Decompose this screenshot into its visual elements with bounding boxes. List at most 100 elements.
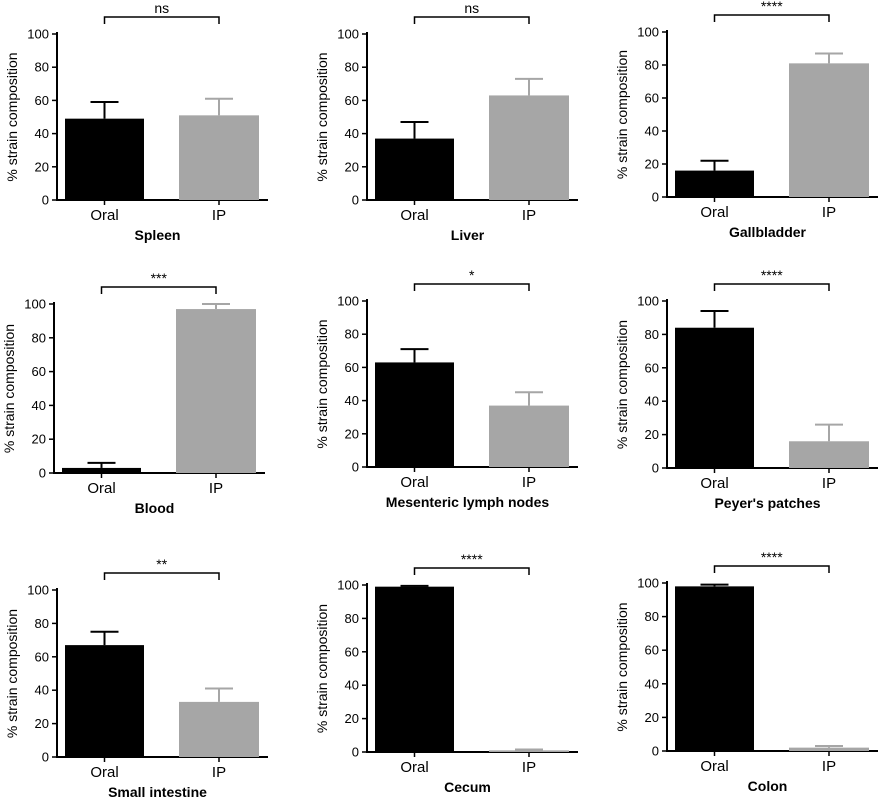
chart-panel: 0 20 40 60 80 100 % strain composition Oral IP Co… — [614, 549, 878, 794]
y-axis-title: % strain composition — [314, 52, 330, 181]
y-tick-label: 0 — [652, 461, 659, 476]
chart-panel: 0 20 40 60 80 100 % strain composition Oral IP Bl… — [1, 270, 265, 516]
bar — [179, 115, 259, 200]
x-tick-label: IP — [522, 207, 536, 224]
y-axis-title: % strain composition — [4, 52, 20, 181]
y-tick-label: 0 — [352, 193, 359, 208]
bar — [489, 95, 569, 200]
y-tick-label: 80 — [32, 330, 46, 345]
chart-panel: 0 20 40 60 80 100 % strain composition Oral IP Me… — [314, 267, 578, 510]
significance-bracket — [103, 16, 220, 24]
y-tick-label: 40 — [645, 394, 659, 409]
chart-panel: 0 20 40 60 80 100 % strain composition Oral IPPe… — [614, 267, 878, 511]
y-tick-label: 60 — [345, 644, 359, 659]
y-tick-label: 20 — [35, 159, 49, 174]
bar — [489, 405, 569, 467]
y-tick-label: 100 — [637, 25, 659, 40]
y-axis-title: % strain composition — [614, 50, 630, 179]
y-tick-label: 100 — [24, 297, 46, 312]
bar — [179, 701, 259, 757]
x-tick-label: Oral — [90, 207, 118, 224]
y-tick-label: 20 — [345, 159, 359, 174]
significance-bracket — [100, 286, 217, 294]
significance-bracket — [413, 16, 530, 24]
y-tick-label: 80 — [345, 611, 359, 626]
y-tick-label: 60 — [32, 364, 46, 379]
y-tick-label: 100 — [27, 27, 49, 42]
significance-bracket — [713, 283, 830, 291]
y-tick-label: 20 — [345, 426, 359, 441]
bar — [375, 362, 454, 467]
bar — [375, 138, 454, 200]
y-tick-label: 40 — [345, 393, 359, 408]
y-axis-title: % strain composition — [314, 604, 330, 733]
x-tick-label: Oral — [700, 475, 728, 492]
x-tick-label: IP — [522, 759, 536, 776]
bar — [65, 645, 144, 757]
y-tick-label: 80 — [645, 58, 659, 73]
y-tick-label: 20 — [645, 427, 659, 442]
y-tick-label: 40 — [645, 676, 659, 691]
x-tick-label: Oral — [400, 474, 428, 491]
y-tick-label: 60 — [645, 360, 659, 375]
significance-label: **** — [761, 549, 783, 565]
y-tick-label: 40 — [345, 126, 359, 141]
y-tick-label: 100 — [337, 27, 359, 42]
bar — [789, 441, 869, 468]
y-tick-label: 0 — [652, 190, 659, 205]
significance-label: **** — [461, 551, 483, 567]
x-tick-label: Oral — [90, 764, 118, 781]
x-tick-label: IP — [822, 475, 836, 492]
y-tick-label: 100 — [337, 294, 359, 309]
panel-title: Mesenteric lymph nodes — [386, 494, 550, 510]
x-tick-label: Oral — [87, 480, 115, 497]
x-tick-label: IP — [522, 474, 536, 491]
y-tick-label: 20 — [645, 710, 659, 725]
y-tick-label: 60 — [35, 649, 49, 664]
y-tick-label: 100 — [27, 583, 49, 598]
significance-label: * — [469, 267, 475, 283]
x-tick-label: Oral — [700, 758, 728, 775]
panel-title: Liver — [451, 227, 485, 243]
bar — [62, 467, 141, 473]
panel-title: Colon — [748, 778, 788, 794]
significance-bracket — [413, 567, 530, 575]
y-tick-label: 80 — [645, 609, 659, 624]
y-tick-label: 0 — [42, 193, 49, 208]
y-tick-label: 40 — [345, 678, 359, 693]
significance-bracket — [713, 565, 830, 573]
y-tick-label: 60 — [345, 93, 359, 108]
bar — [176, 309, 256, 473]
chart-panel: 0 20 40 60 80 100 % strain composition Oral IP Ga… — [614, 0, 878, 240]
y-tick-label: 80 — [35, 60, 49, 75]
significance-bracket — [713, 14, 830, 22]
bar — [489, 750, 569, 752]
y-tick-label: 40 — [645, 124, 659, 139]
y-tick-label: 0 — [652, 744, 659, 759]
y-tick-label: 40 — [32, 398, 46, 413]
significance-label: **** — [761, 0, 783, 14]
x-tick-label: IP — [212, 207, 226, 224]
y-tick-label: 0 — [42, 750, 49, 765]
x-tick-label: IP — [212, 764, 226, 781]
y-tick-label: 80 — [35, 616, 49, 631]
y-tick-label: 60 — [35, 93, 49, 108]
y-tick-label: 60 — [345, 360, 359, 375]
panel-title: Gallbladder — [729, 224, 807, 240]
y-tick-label: 60 — [645, 91, 659, 106]
y-tick-label: 60 — [645, 643, 659, 658]
x-tick-label: IP — [822, 204, 836, 221]
significance-label: *** — [151, 270, 168, 286]
x-tick-label: Oral — [400, 759, 428, 776]
chart-panel: 0 20 40 60 80 100 % strain composition Oral IP Sp… — [4, 0, 268, 243]
chart-panel: 0 20 40 60 80 100 % strain composition Oral IP Li… — [314, 0, 578, 243]
significance-label: ns — [154, 0, 169, 16]
chart-panel: 0 20 40 60 80 100 % strain composition Oral IP Sm… — [4, 556, 268, 800]
y-tick-label: 20 — [32, 432, 46, 447]
significance-bracket — [103, 572, 220, 580]
y-axis-title: % strain composition — [614, 602, 630, 731]
y-tick-label: 80 — [345, 327, 359, 342]
x-tick-label: IP — [822, 758, 836, 775]
y-tick-label: 80 — [345, 60, 359, 75]
